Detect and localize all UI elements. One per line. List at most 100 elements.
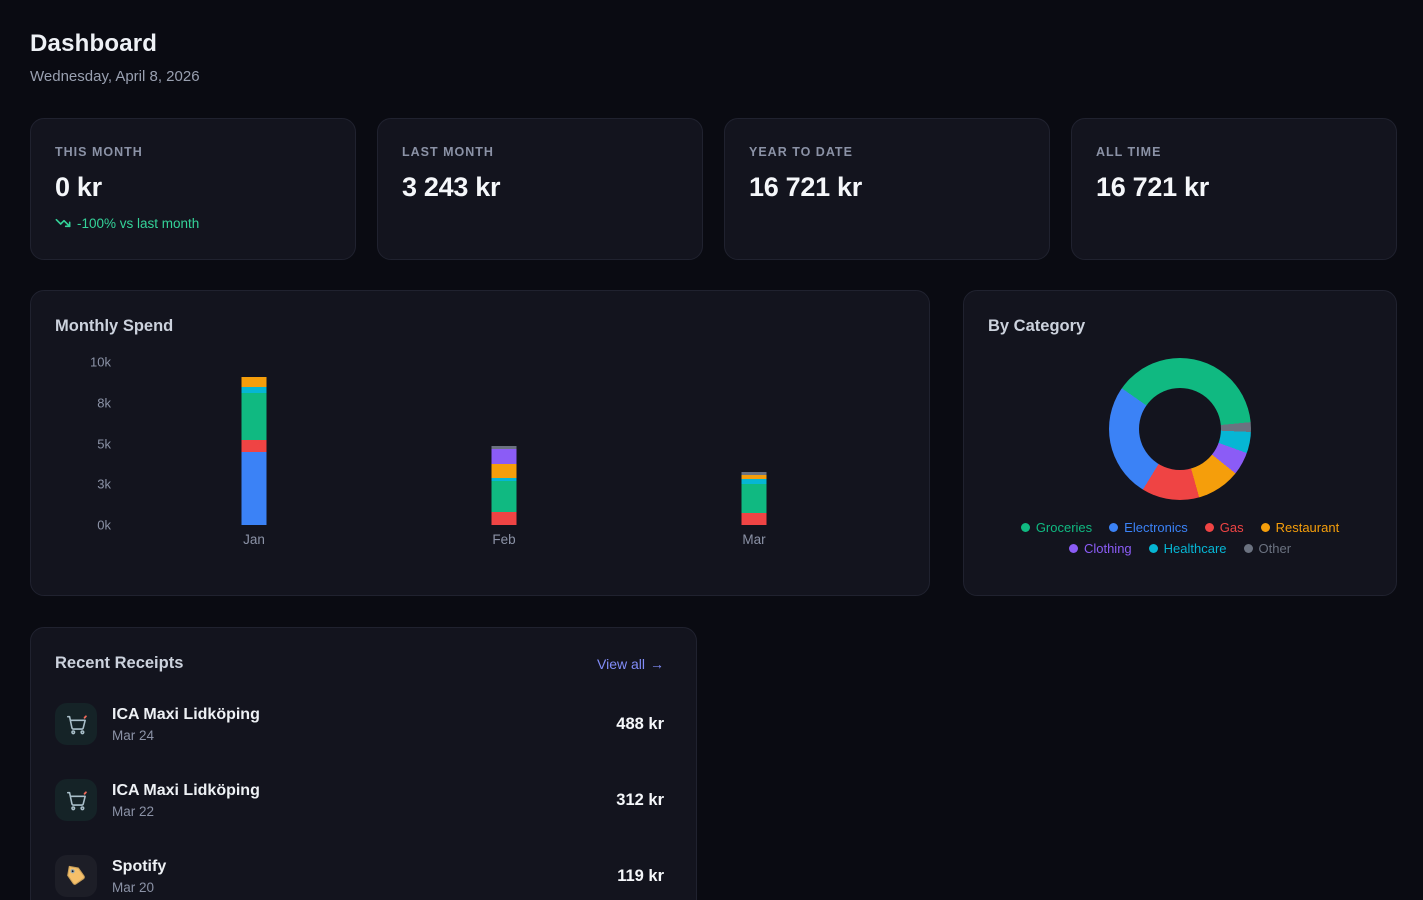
bar-column-feb[interactable]: Feb [379,362,629,547]
legend-item-clothing[interactable]: Clothing [1068,541,1132,556]
x-axis-label: Feb [492,532,516,547]
bar-column-mar[interactable]: Mar [629,362,879,547]
receipts-title: Recent Receipts [55,654,184,672]
receipt-info: ICA Maxi Lidköping Mar 22 [112,782,260,819]
bar-segment-gas[interactable] [241,439,267,453]
by-category-card: By Category Groceries Electronics Gas Resta… [963,290,1397,596]
bar-column-jan[interactable]: Jan [129,362,379,547]
bar-segment-clothing[interactable] [491,448,517,464]
legend-item-gas[interactable]: Gas [1204,520,1244,535]
bar-segment-healthcare[interactable] [491,477,517,481]
bar-segment-restaurant[interactable] [491,463,517,478]
recent-receipts-card: Recent Receipts View all → [30,627,697,900]
receipt-amount: 119 kr [617,866,664,885]
stat-delta: -100% vs last month [55,215,331,231]
monthly-spend-title: Monthly Spend [55,317,174,335]
bar-stack [241,377,267,525]
legend-dot [1109,523,1119,532]
monthly-spend-card: Monthly Spend 0k 3k 5k 8k 10k Jan Feb Mar [30,290,930,596]
arrow-right-icon: → [650,655,664,672]
legend-item-restaurant[interactable]: Restaurant [1260,520,1340,535]
legend-label: Other [1258,541,1292,556]
charts-row: Monthly Spend 0k 3k 5k 8k 10k Jan Feb Mar By C… [30,290,1397,596]
legend-item-healthcare[interactable]: Healthcare [1148,541,1227,556]
stat-value: 16 721 kr [749,172,862,202]
legend-label: Healthcare [1163,541,1227,556]
receipt-row[interactable]: Spotify Mar 20 119 kr [55,855,664,897]
receipt-info: ICA Maxi Lidköping Mar 24 [112,706,260,743]
bar-segment-groceries[interactable] [491,480,517,513]
shopping-cart-icon [65,713,87,735]
legend-item-groceries[interactable]: Groceries [1020,520,1092,535]
view-all-link[interactable]: View all → [597,656,664,672]
page-date: Wednesday, April 8, 2026 [30,68,200,85]
legend-dot [1020,523,1030,532]
stat-value: 16 721 kr [1096,172,1209,202]
receipt-amount: 488 kr [616,714,664,733]
receipt-merchant: ICA Maxi Lidköping [112,781,260,799]
legend-label: Electronics [1124,520,1188,535]
receipt-icon-tile [55,855,97,897]
stat-value: 3 243 kr [402,172,501,202]
bar-segment-healthcare[interactable] [741,478,767,484]
receipt-row[interactable]: ICA Maxi Lidköping Mar 24 488 kr [55,703,664,745]
stat-label: LAST MONTH [402,145,494,159]
bar-segment-restaurant[interactable] [741,475,767,479]
stat-card-year-to-date: YEAR TO DATE 16 721 kr [724,118,1050,260]
by-category-title: By Category [988,317,1086,335]
receipt-row[interactable]: ICA Maxi Lidköping Mar 22 312 kr [55,779,664,821]
bar-segment-groceries[interactable] [241,392,267,440]
stat-label: THIS MONTH [55,145,143,159]
legend-dot [1148,544,1158,553]
legend-dot [1204,523,1214,532]
receipt-list: ICA Maxi Lidköping Mar 24 488 kr [55,703,664,897]
receipt-info: Spotify Mar 20 [112,858,166,895]
y-axis-tick: 5k [97,436,111,451]
bar-segment-other[interactable] [491,445,517,449]
receipt-date: Mar 24 [112,727,155,743]
bar-segment-groceries[interactable] [741,483,767,514]
tag-icon [65,865,87,887]
shopping-cart-icon [65,789,87,811]
receipt-amount: 312 kr [616,790,664,809]
trending-down-icon [55,215,71,231]
legend-dot [1068,544,1078,553]
stat-label: ALL TIME [1096,145,1162,159]
page-title: Dashboard [30,30,158,57]
receipt-icon-tile [55,703,97,745]
legend-dot [1260,523,1270,532]
category-donut-chart[interactable] [1109,358,1251,500]
legend-item-electronics[interactable]: Electronics [1109,520,1188,535]
receipt-date: Mar 22 [112,803,155,819]
receipt-icon-tile [55,779,97,821]
legend-label: Clothing [1083,541,1132,556]
legend-item-other[interactable]: Other [1243,541,1292,556]
receipt-merchant: ICA Maxi Lidköping [112,705,260,723]
donut-wrap [988,358,1372,500]
stat-value: 0 kr [55,172,102,202]
bar-stack [741,472,767,525]
legend-label: Gas [1219,520,1244,535]
bar-segment-electronics[interactable] [241,452,267,525]
bar-segment-restaurant[interactable] [241,377,267,388]
bar-stack [491,445,517,525]
stat-card-last-month: LAST MONTH 3 243 kr [377,118,703,260]
y-axis-tick: 10k [90,354,111,370]
y-axis-tick: 8k [97,395,111,411]
receipts-header: Recent Receipts View all → [55,654,664,673]
stats-row: THIS MONTH 0 kr -100% vs last month LAST… [30,118,1397,260]
monthly-spend-plot: Jan Feb Mar [129,362,879,547]
x-axis-label: Jan [243,532,265,547]
legend-dot [1243,544,1253,553]
stat-card-all-time: ALL TIME 16 721 kr [1071,118,1397,260]
y-axis: 0k 3k 5k 8k 10k [55,355,119,533]
bar-segment-healthcare[interactable] [241,387,267,393]
bar-segment-gas[interactable] [491,512,517,525]
view-all-label: View all [597,655,645,672]
legend-label: Restaurant [1275,520,1340,535]
bar-segment-gas[interactable] [741,513,767,525]
stat-card-this-month: THIS MONTH 0 kr -100% vs last month [30,118,356,260]
bar-segment-other[interactable] [741,472,767,476]
monthly-spend-chart: 0k 3k 5k 8k 10k Jan Feb Mar [55,355,905,567]
